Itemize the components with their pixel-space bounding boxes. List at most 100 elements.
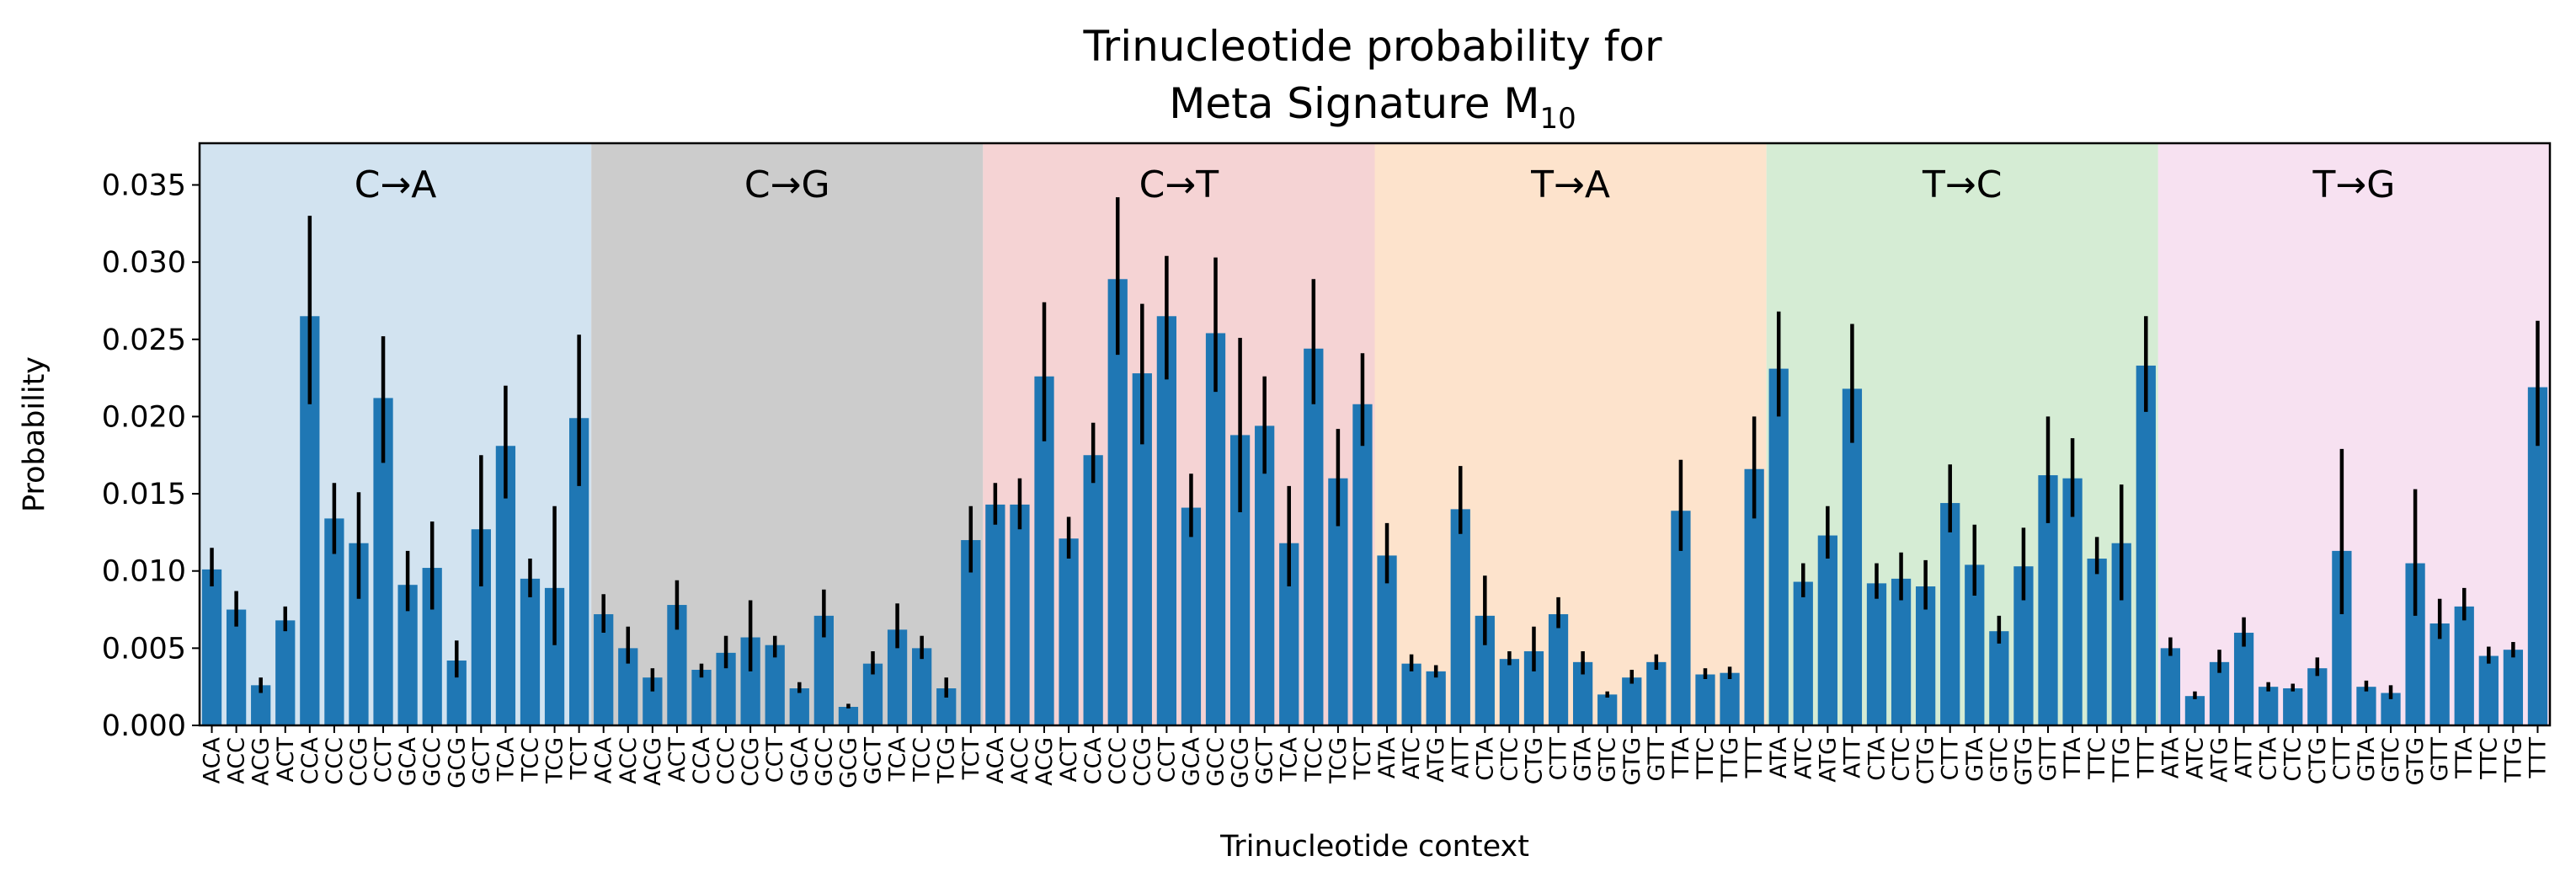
x-tick-label: ACC <box>1007 737 1033 784</box>
y-tick-label: 0.005 <box>102 632 186 666</box>
bar <box>2381 693 2401 725</box>
bar <box>1156 316 1177 725</box>
bar <box>740 637 760 725</box>
x-tick-label: ATT <box>1448 736 1474 778</box>
x-tick-label: CCT <box>762 736 788 783</box>
bar <box>1352 404 1373 725</box>
bar <box>985 504 1005 725</box>
x-tick-label: TCT <box>958 737 984 781</box>
x-tick-label: CTA <box>1472 736 1498 780</box>
x-tick-label: CTC <box>1496 737 1523 782</box>
bar <box>2429 623 2450 725</box>
x-tick-label: GCC <box>1203 737 1229 787</box>
bar <box>2259 687 2279 725</box>
x-tick-label: TCC <box>909 737 936 783</box>
bar <box>2283 688 2303 725</box>
chart-title-subscript: 10 <box>1540 102 1576 136</box>
x-tick-label: ATA <box>2157 736 2184 778</box>
x-tick-label: GTA <box>1962 736 1988 781</box>
bar <box>2332 550 2352 725</box>
x-tick-label: CCA <box>297 736 323 784</box>
chart-title-line2-text: Meta Signature M <box>1169 79 1539 128</box>
bar <box>936 688 957 725</box>
x-tick-label: ATG <box>1815 737 1841 783</box>
y-tick-label: 0.030 <box>102 246 186 280</box>
bar <box>618 648 638 725</box>
y-tick-label: 0.025 <box>102 324 186 357</box>
bar <box>373 398 393 725</box>
band-3 <box>1374 143 1767 725</box>
x-tick-label: CTC <box>1889 737 1915 782</box>
bar <box>226 609 247 725</box>
bar <box>1450 509 1470 725</box>
x-tick-label: CCC <box>322 737 348 785</box>
bar <box>1695 674 1715 725</box>
x-tick-label: TCC <box>517 737 543 783</box>
bar <box>1965 564 1985 725</box>
bar <box>716 652 736 725</box>
x-tick-label: TCA <box>885 736 911 782</box>
bar <box>2062 478 2083 725</box>
bar <box>765 645 785 725</box>
x-tick-label: GCA <box>395 736 421 786</box>
x-tick-label: CCT <box>371 736 397 783</box>
x-tick-label: CTA <box>1864 736 1890 780</box>
x-tick-label: TTT <box>1741 736 1768 778</box>
x-tick-label: GTG <box>2403 737 2429 785</box>
chart-title-line2: Meta Signature M10 <box>1169 79 1576 136</box>
bar <box>1499 659 1520 725</box>
x-axis: ACAACCACGACTCCACCCCCGCCTGCAGCCGCGGCTTCAT… <box>200 725 2551 789</box>
bar <box>2136 365 2156 725</box>
bar <box>1107 279 1128 725</box>
bar <box>1010 504 1030 725</box>
bar <box>2013 566 2034 725</box>
mutation-type-label: T→C <box>1922 163 2002 206</box>
bar <box>1744 468 1764 725</box>
bar <box>1181 507 1202 725</box>
mutation-type-label: C→G <box>744 163 830 206</box>
y-tick-label: 0.035 <box>102 169 186 202</box>
x-tick-label: GTG <box>2011 737 2037 785</box>
x-tick-label: TTA <box>1668 736 1694 778</box>
x-tick-label: CCC <box>1105 737 1131 785</box>
bar <box>495 446 516 725</box>
x-tick-label: GTC <box>2378 737 2404 783</box>
x-tick-label: GCT <box>468 737 494 785</box>
bar <box>667 605 687 725</box>
x-tick-label: GTC <box>1595 737 1621 783</box>
bar <box>1940 503 1960 725</box>
x-tick-label: TCG <box>934 737 960 784</box>
x-tick-label: TTT <box>2525 736 2551 778</box>
bar <box>2356 687 2376 725</box>
bar <box>1842 388 1863 725</box>
x-tick-label: CTT <box>1938 737 1964 781</box>
bar <box>1328 478 1348 725</box>
x-tick-label: TTC <box>2476 737 2502 780</box>
x-tick-label: CTA <box>2256 736 2282 780</box>
x-tick-label: CTT <box>1546 737 1572 781</box>
bar <box>789 688 809 725</box>
bar <box>520 578 541 725</box>
x-tick-label: GTC <box>1987 737 2013 783</box>
x-tick-label: ACT <box>1056 736 1082 782</box>
x-tick-label: GTT <box>2035 737 2061 782</box>
bar <box>2405 563 2425 725</box>
bar <box>1866 583 1887 725</box>
x-tick-label: GCG <box>444 737 470 789</box>
bar <box>1132 373 1152 725</box>
x-tick-label: ATC <box>1399 737 1425 779</box>
bar <box>961 540 981 725</box>
bar <box>1817 535 1837 725</box>
bar <box>838 707 859 725</box>
bar <box>1548 614 1569 725</box>
x-tick-label: ATG <box>2207 737 2233 783</box>
x-tick-label: CTG <box>1913 737 1939 784</box>
bar <box>2184 696 2205 725</box>
error-bars <box>210 197 2540 709</box>
bar <box>813 615 834 725</box>
band-5 <box>2157 143 2550 725</box>
x-tick-label: TTC <box>2084 737 2110 780</box>
chart-title-line1: Trinucleotide probability for <box>1082 22 1662 71</box>
bar <box>2038 475 2058 725</box>
